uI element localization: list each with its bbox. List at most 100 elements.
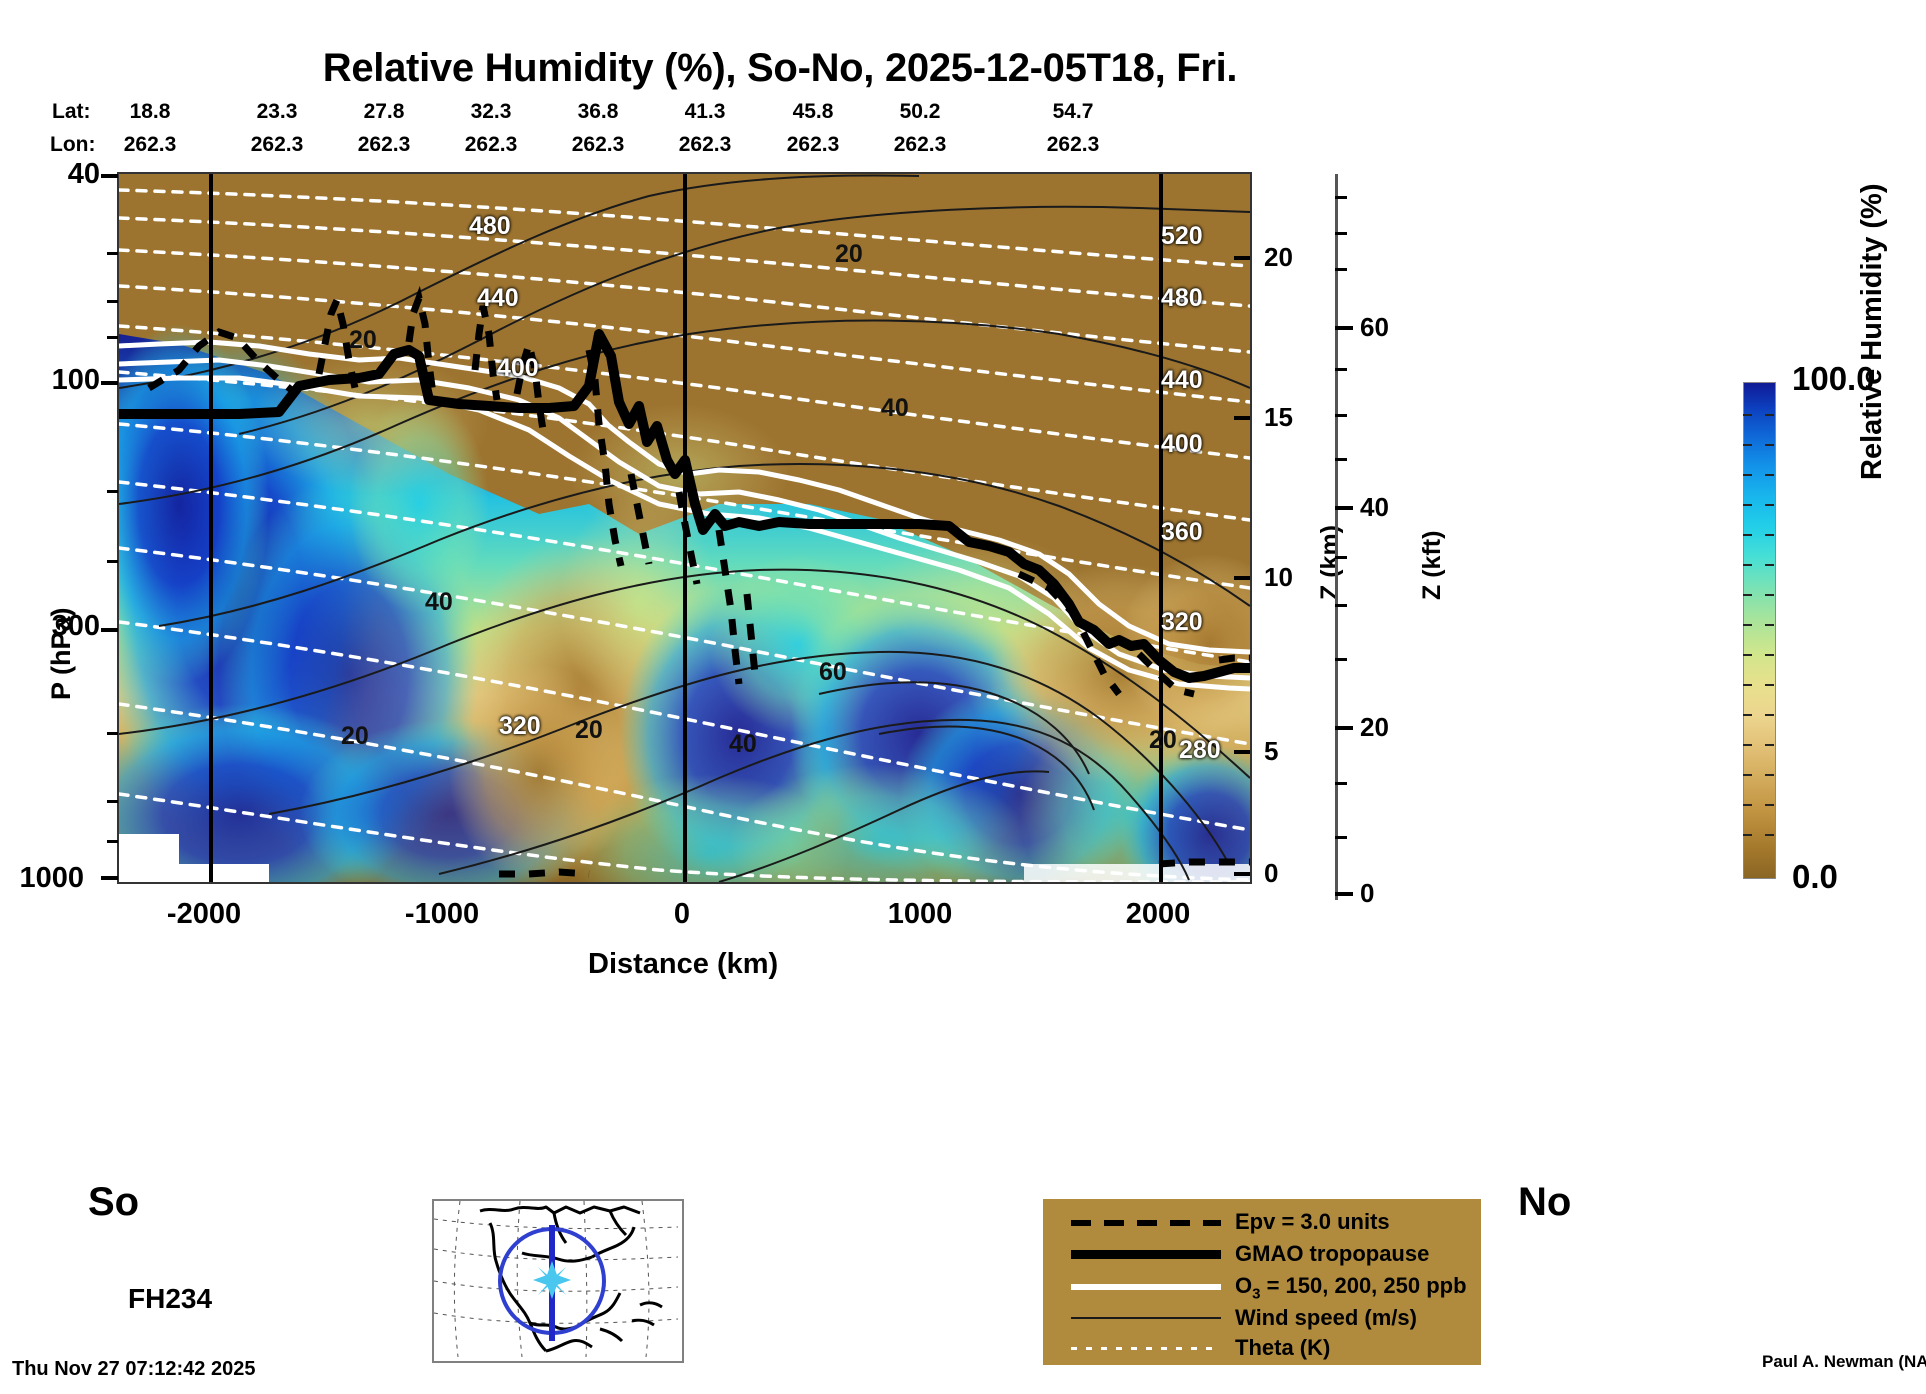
theta-label: 440	[1161, 366, 1203, 394]
wind-label: 60	[819, 658, 847, 686]
lon-value: 262.3	[123, 133, 177, 156]
y-tick-label: 100	[51, 364, 100, 396]
z-km-tick-label: 20	[1264, 242, 1293, 272]
generation-timestamp: Thu Nov 27 07:12:42 2025	[12, 1358, 256, 1380]
lat-value: 18.8	[129, 100, 171, 123]
legend-label: O3 = 150, 200, 250 ppb	[1235, 1273, 1467, 1302]
theta-label: 480	[1161, 284, 1203, 312]
thick-line-icon	[1071, 1237, 1221, 1270]
lat-value: 32.3	[470, 100, 512, 123]
wind-label: 40	[729, 730, 757, 758]
y-axis-title: P (hPa)	[46, 607, 76, 700]
x-tick-label: -2000	[166, 898, 242, 930]
z-kft-tick-label: 20	[1360, 712, 1389, 742]
dotted-line-icon	[1071, 1331, 1221, 1364]
z-km-tick-label: 5	[1264, 736, 1279, 766]
theta-label: 360	[1161, 518, 1203, 546]
legend-item-wind: Wind speed (m/s)	[1043, 1301, 1481, 1334]
white-line-icon	[1071, 1269, 1221, 1302]
x-tick-label: 0	[673, 898, 691, 930]
lat-value: 23.3	[256, 100, 298, 123]
theta-label: 320	[1161, 608, 1203, 636]
theta-label: 280	[1179, 736, 1221, 764]
vertical-markers	[209, 174, 1163, 882]
theta-label: 480	[469, 212, 511, 240]
wind-label: 40	[881, 394, 909, 422]
cross-section-plot[interactable]: 480 440 400 520 480 440 400 360 320 280 …	[117, 172, 1252, 884]
z-km-axis-title: Z (km)	[1316, 525, 1344, 600]
y-tick-label: 40	[67, 158, 100, 190]
z-kft-tick-label: 60	[1360, 312, 1389, 342]
center-marker	[533, 1261, 571, 1299]
x-tick-label: 2000	[1125, 898, 1191, 930]
theta-contours	[119, 188, 1250, 882]
lon-value: 262.3	[1046, 133, 1100, 156]
epv-contours	[147, 285, 1250, 878]
theta-label: 440	[477, 284, 519, 312]
lon-label: Lon:	[50, 133, 96, 156]
ozone-levels: = 150, 200, 250 ppb	[1260, 1273, 1467, 1298]
wind-label: 20	[349, 326, 377, 354]
lat-value: 45.8	[792, 100, 834, 123]
legend-label: Epv = 3.0 units	[1235, 1209, 1390, 1234]
z-km-tick-label: 10	[1264, 562, 1293, 592]
y-tick-label: 1000	[19, 862, 84, 894]
lat-value: 36.8	[577, 100, 619, 123]
theta-label: 320	[499, 712, 541, 740]
dashed-line-icon	[1071, 1205, 1221, 1238]
colorbar-max-label: 100.0	[1792, 360, 1875, 397]
lat-value: 27.8	[363, 100, 405, 123]
colorbar-gradient	[1744, 383, 1775, 878]
lat-label: Lat:	[52, 100, 91, 123]
legend-label: GMAO tropopause	[1235, 1241, 1430, 1266]
wind-speed-contours	[119, 174, 1250, 882]
colorbar-min-label: 0.0	[1792, 858, 1838, 895]
x-axis-title: Distance (km)	[588, 948, 779, 980]
legend-label: Wind speed (m/s)	[1235, 1305, 1417, 1330]
legend-item-ozone: O3 = 150, 200, 250 ppb	[1043, 1269, 1481, 1302]
y-tick-label: 300	[51, 610, 100, 642]
lat-value: 50.2	[899, 100, 941, 123]
thin-line-icon	[1071, 1301, 1221, 1334]
wind-label: 20	[835, 240, 863, 268]
z-kft-tick-label: 0	[1360, 878, 1375, 908]
colorbar-title: Relative Humidity (%)	[1856, 183, 1888, 481]
lon-value: 262.3	[571, 133, 625, 156]
start-endpoint-label: So	[88, 1180, 140, 1224]
lat-value: 54.7	[1052, 100, 1094, 123]
z-kft-axis-title: Z (kft)	[1418, 530, 1446, 600]
theta-label: 520	[1161, 222, 1203, 250]
colorbar[interactable]	[1743, 382, 1776, 879]
x-tick-label: -1000	[404, 898, 480, 930]
wind-label: 20	[341, 722, 369, 750]
legend-label: Theta (K)	[1235, 1335, 1331, 1360]
theta-label: 400	[497, 354, 539, 382]
gmao-tropopause	[119, 329, 1250, 683]
lon-value: 262.3	[250, 133, 304, 156]
credit-label: Paul A. Newman (NASA	[1762, 1352, 1926, 1371]
lon-value: 262.3	[893, 133, 947, 156]
wind-label: 40	[425, 588, 453, 616]
legend[interactable]: Epv = 3.0 units GMAO tropopause O3 = 150…	[1043, 1199, 1481, 1365]
x-tick-label: 1000	[887, 898, 953, 930]
end-endpoint-label: No	[1518, 1180, 1572, 1224]
lon-value: 262.3	[786, 133, 840, 156]
legend-item-epv: Epv = 3.0 units	[1043, 1205, 1481, 1238]
wind-label: 20	[1149, 726, 1177, 754]
wind-label: 20	[575, 716, 603, 744]
ozone-subscript: 3	[1252, 1285, 1261, 1303]
forecast-hour-label: FH234	[128, 1283, 213, 1314]
z-kft-tick-label: 40	[1360, 492, 1389, 522]
legend-item-theta: Theta (K)	[1043, 1331, 1481, 1364]
lon-value: 262.3	[464, 133, 518, 156]
lon-value: 262.3	[357, 133, 411, 156]
page-title: Relative Humidity (%), So-No, 2025-12-05…	[322, 46, 1238, 90]
theta-label: 400	[1161, 430, 1203, 458]
lon-value: 262.3	[678, 133, 732, 156]
lat-value: 41.3	[684, 100, 726, 123]
legend-item-tropopause: GMAO tropopause	[1043, 1237, 1481, 1270]
z-km-tick-label: 0	[1264, 858, 1279, 888]
ozone-o: O	[1235, 1273, 1253, 1298]
locator-map[interactable]	[432, 1199, 684, 1363]
z-km-tick-label: 15	[1264, 402, 1293, 432]
